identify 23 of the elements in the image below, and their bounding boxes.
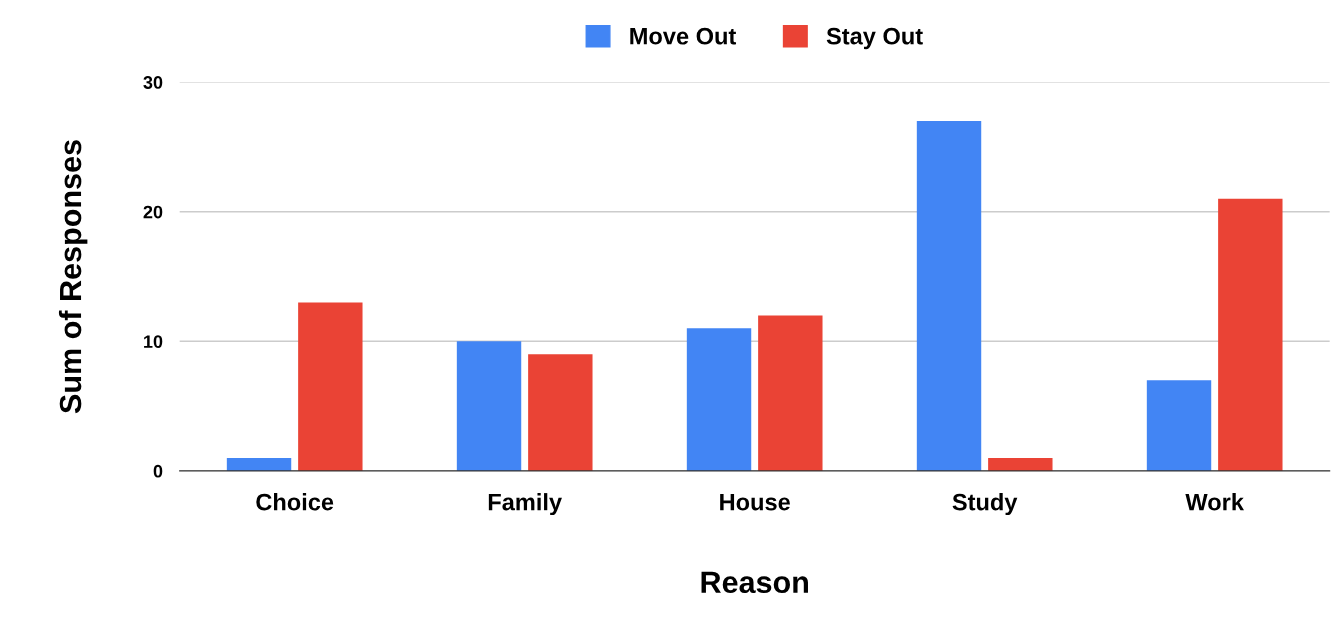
- bar: [1218, 198, 1283, 471]
- x-tick-label: Work: [1185, 493, 1244, 511]
- bar: [456, 341, 522, 471]
- bar: [298, 302, 363, 471]
- legend-label: Move Out: [630, 27, 737, 45]
- y-axis-title: Sum of Responses: [58, 140, 88, 414]
- bar: [528, 354, 593, 471]
- bar: [758, 315, 823, 471]
- y-tick-label: 0: [153, 464, 163, 478]
- bar: [1146, 380, 1212, 471]
- x-tick-label: House: [720, 493, 790, 511]
- x-tick-label: Choice: [256, 493, 334, 511]
- bar: [226, 457, 292, 471]
- y-tick-label: 20: [143, 205, 163, 219]
- x-tick-label: Study: [952, 493, 1018, 516]
- y-tick-label: 30: [143, 76, 163, 89]
- bar: [686, 328, 752, 471]
- x-tick-label: Family: [488, 493, 562, 516]
- x-axis-title: Reason: [701, 571, 808, 594]
- bar: [916, 121, 982, 471]
- y-tick-label: 10: [144, 335, 163, 349]
- legend-label: Stay Out: [826, 27, 923, 50]
- bar: [988, 457, 1053, 471]
